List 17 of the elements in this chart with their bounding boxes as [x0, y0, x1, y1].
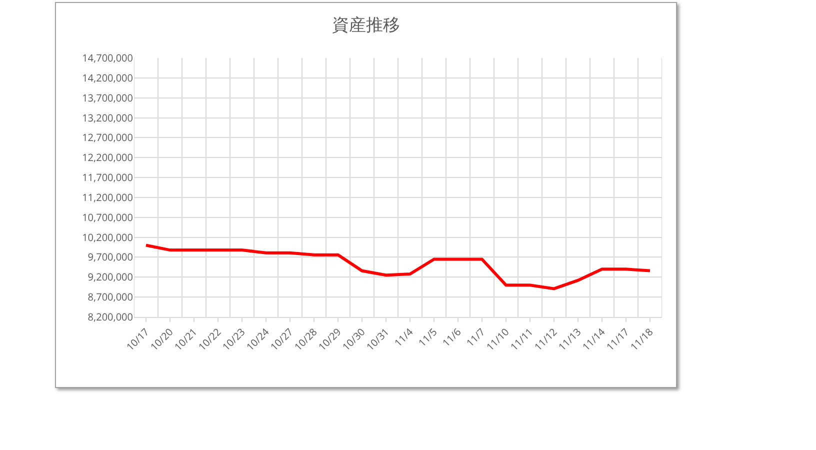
chart-title: 資産推移 [332, 15, 400, 36]
line-series [144, 244, 652, 290]
y-tick-label: 10,200,000 [82, 230, 134, 244]
y-tick-label: 11,200,000 [82, 190, 134, 204]
y-tick-label: 8,200,000 [88, 310, 134, 324]
y-tick-label: 13,700,000 [82, 90, 134, 104]
y-tick-label: 13,200,000 [82, 110, 134, 124]
y-tick-label: 12,700,000 [82, 130, 134, 144]
y-tick-label: 14,700,000 [82, 50, 134, 64]
y-tick-label: 9,200,000 [88, 270, 134, 284]
y-tick-label: 9,700,000 [88, 250, 134, 264]
y-tick-label: 10,700,000 [82, 210, 134, 224]
y-tick-label: 14,200,000 [82, 70, 134, 84]
y-tick-label: 8,700,000 [88, 290, 134, 304]
x-tick-label: 11/4 [391, 324, 416, 350]
y-tick-label: 12,200,000 [82, 150, 134, 164]
y-tick-label: 11,700,000 [82, 170, 134, 184]
